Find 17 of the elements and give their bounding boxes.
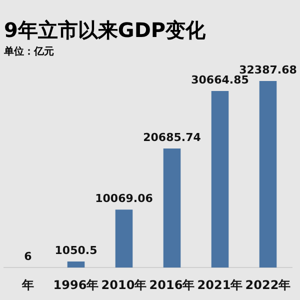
x-tick-label: 2022年	[245, 278, 291, 292]
bar	[67, 262, 85, 268]
x-tick-label: 2021年	[197, 278, 243, 292]
data-label: 20685.74	[143, 130, 202, 144]
chart-subtitle: 单位：亿元	[3, 46, 54, 58]
data-label: 1050.5	[54, 244, 98, 257]
chart-title: 9年立市以来GDP变化	[4, 18, 207, 42]
x-tick-label: 年	[21, 278, 34, 292]
x-tick-label: 2010年	[101, 278, 147, 292]
x-tick-label: 1996年	[53, 278, 99, 292]
x-tick-label: 2016年	[149, 278, 195, 292]
data-label: 6	[24, 250, 32, 263]
bar	[259, 81, 277, 268]
bar	[163, 148, 181, 268]
bar	[115, 210, 133, 268]
bar	[211, 90, 229, 268]
data-label: 10069.06	[95, 192, 154, 205]
